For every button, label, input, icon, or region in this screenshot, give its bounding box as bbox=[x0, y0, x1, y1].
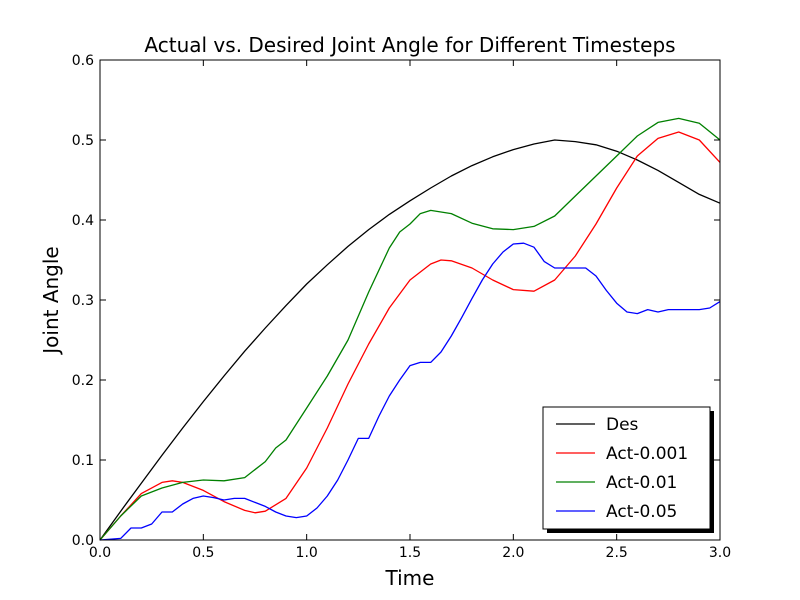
y-tick-label: 0.1 bbox=[72, 453, 94, 469]
legend-label-2: Act-0.01 bbox=[606, 473, 677, 493]
y-tick-label: 0.3 bbox=[72, 293, 94, 309]
x-tick-label: 0.0 bbox=[89, 545, 111, 561]
y-tick-label: 0.4 bbox=[72, 213, 94, 229]
y-tick-label: 0.0 bbox=[72, 533, 94, 549]
legend-label-3: Act-0.05 bbox=[606, 502, 677, 522]
x-axis-label: Time bbox=[385, 566, 435, 590]
x-tick-label: 2.0 bbox=[502, 545, 524, 561]
y-tick-label: 0.5 bbox=[72, 133, 94, 149]
x-tick-label: 1.0 bbox=[296, 545, 318, 561]
chart-title: Actual vs. Desired Joint Angle for Diffe… bbox=[144, 33, 675, 57]
ticks-layer: 0.0 0.5 1.0 1.5 2.0 2.5 3.0 0.0 0.1 0.2 0.3 0.4 0.5 0… bbox=[72, 53, 731, 561]
y-axis-label: Joint Angle bbox=[39, 246, 63, 355]
x-tick-label: 0.5 bbox=[192, 545, 214, 561]
legend-label-1: Act-0.001 bbox=[606, 444, 688, 464]
x-tick-label: 1.5 bbox=[399, 545, 421, 561]
series-line-2 bbox=[99, 117, 721, 541]
legend-label-0: Des bbox=[606, 415, 639, 435]
series-line-1 bbox=[99, 131, 721, 541]
series-layer bbox=[99, 117, 721, 541]
x-tick-label: 2.5 bbox=[606, 545, 628, 561]
y-tick-label: 0.6 bbox=[72, 53, 94, 69]
series-line-0 bbox=[99, 139, 721, 541]
series-line-3 bbox=[99, 242, 721, 541]
x-tick-label: 3.0 bbox=[709, 545, 731, 561]
y-tick-label: 0.2 bbox=[72, 373, 94, 389]
legend-box bbox=[542, 406, 711, 530]
legend: Des Act-0.001 Act-0.01 Act-0.05 bbox=[542, 406, 714, 533]
